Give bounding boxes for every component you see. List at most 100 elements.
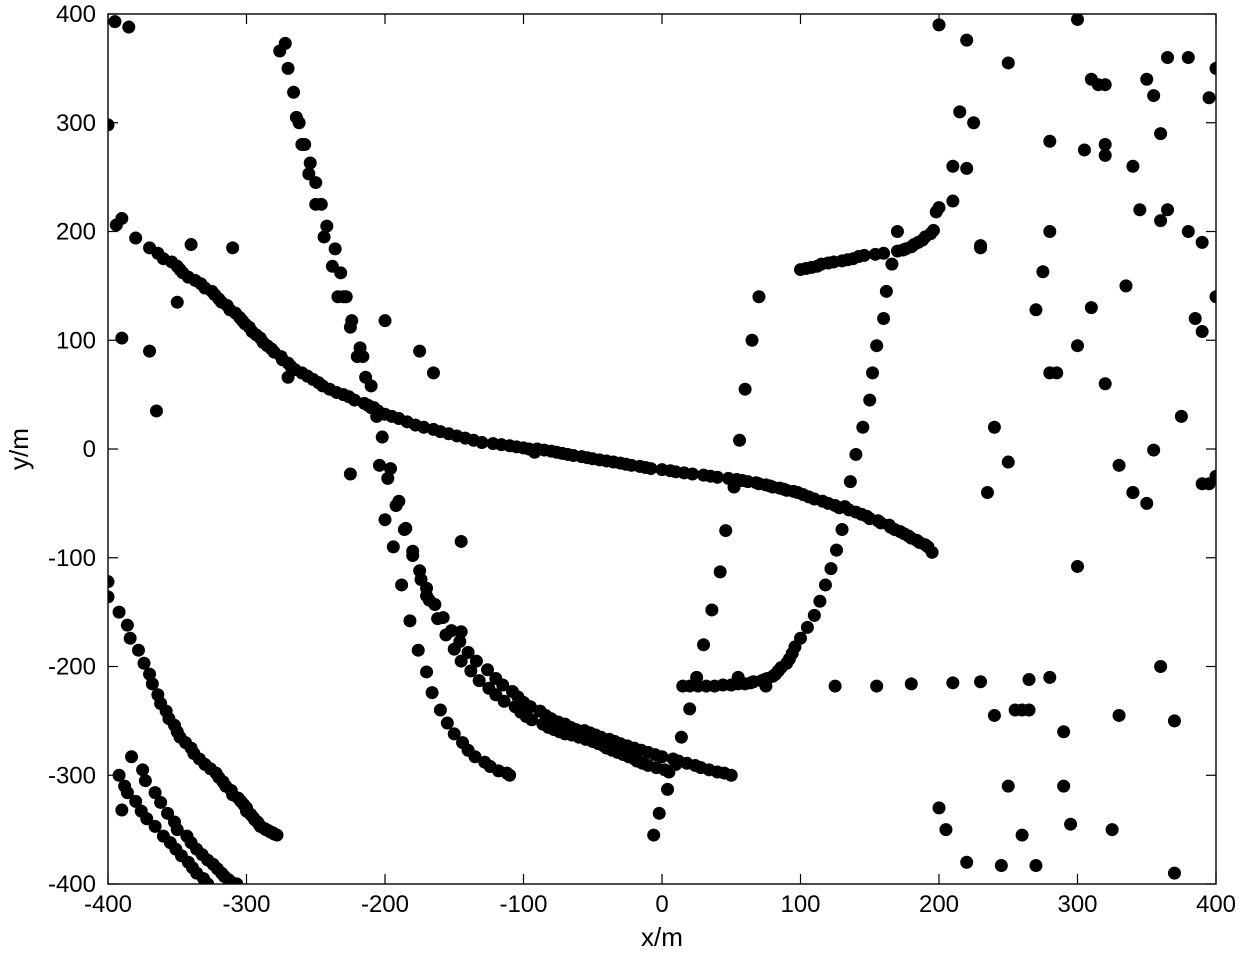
data-point bbox=[661, 783, 674, 796]
data-point bbox=[1085, 301, 1098, 314]
data-point bbox=[926, 546, 939, 559]
data-point bbox=[974, 239, 987, 252]
data-point bbox=[150, 404, 163, 417]
data-point bbox=[1016, 829, 1029, 842]
data-point bbox=[939, 823, 952, 836]
data-point bbox=[946, 195, 959, 208]
data-point bbox=[1154, 127, 1167, 140]
data-point bbox=[376, 431, 389, 444]
data-point bbox=[329, 242, 342, 255]
data-point bbox=[1002, 456, 1015, 469]
data-point bbox=[877, 247, 890, 260]
data-point bbox=[683, 702, 696, 715]
data-point bbox=[1071, 560, 1084, 573]
data-point bbox=[1196, 236, 1209, 249]
data-point bbox=[1126, 160, 1139, 173]
xtick-label: -200 bbox=[361, 891, 409, 918]
data-point bbox=[844, 475, 857, 488]
data-point bbox=[373, 459, 386, 472]
data-point bbox=[1099, 78, 1112, 91]
data-point bbox=[226, 241, 239, 254]
data-point bbox=[836, 523, 849, 536]
data-point bbox=[746, 334, 759, 347]
data-point bbox=[1182, 51, 1195, 64]
data-point bbox=[1043, 135, 1056, 148]
data-point bbox=[880, 285, 893, 298]
data-point bbox=[132, 644, 145, 657]
data-point bbox=[858, 249, 871, 262]
data-point bbox=[340, 290, 353, 303]
xtick-label: -100 bbox=[499, 891, 547, 918]
chart-svg: -400-300-200-1000100200300400-400-300-20… bbox=[0, 0, 1240, 955]
data-point bbox=[732, 671, 745, 684]
data-point bbox=[960, 34, 973, 47]
xtick-label: 400 bbox=[1196, 891, 1236, 918]
data-point bbox=[1119, 279, 1132, 292]
data-point bbox=[318, 230, 331, 243]
data-point bbox=[711, 471, 724, 484]
ytick-label: -300 bbox=[48, 762, 96, 789]
data-point bbox=[801, 621, 814, 634]
data-point bbox=[1064, 818, 1077, 831]
data-point bbox=[733, 434, 746, 447]
data-point bbox=[365, 379, 378, 392]
data-point bbox=[1057, 725, 1070, 738]
data-point bbox=[739, 383, 752, 396]
data-point bbox=[946, 676, 959, 689]
ytick-label: 400 bbox=[56, 1, 96, 28]
data-point bbox=[863, 394, 876, 407]
data-point bbox=[1023, 704, 1036, 717]
data-point bbox=[315, 198, 328, 211]
data-point bbox=[933, 201, 946, 214]
data-point bbox=[115, 212, 128, 225]
data-point bbox=[270, 829, 283, 842]
data-point bbox=[1154, 214, 1167, 227]
data-point bbox=[830, 544, 843, 557]
data-point bbox=[1147, 444, 1160, 457]
ytick-label: 0 bbox=[83, 436, 96, 463]
data-point bbox=[933, 801, 946, 814]
data-point bbox=[136, 763, 149, 776]
data-point bbox=[115, 804, 128, 817]
data-point bbox=[988, 709, 1001, 722]
data-point bbox=[304, 156, 317, 169]
data-point bbox=[1050, 366, 1063, 379]
data-point bbox=[885, 258, 898, 271]
data-point bbox=[1029, 859, 1042, 872]
data-point bbox=[877, 312, 890, 325]
data-point bbox=[1196, 325, 1209, 338]
data-point bbox=[705, 603, 718, 616]
data-point bbox=[725, 769, 738, 782]
data-point bbox=[412, 644, 425, 657]
data-point bbox=[470, 655, 483, 668]
data-point bbox=[344, 468, 357, 481]
data-point bbox=[995, 859, 1008, 872]
data-point bbox=[974, 675, 987, 688]
data-point bbox=[647, 829, 660, 842]
data-point bbox=[1043, 671, 1056, 684]
data-point bbox=[1126, 486, 1139, 499]
data-point bbox=[686, 468, 699, 481]
data-point bbox=[1147, 89, 1160, 102]
data-point bbox=[891, 225, 904, 238]
data-point bbox=[1002, 780, 1015, 793]
data-point bbox=[437, 611, 450, 624]
data-point bbox=[434, 704, 447, 717]
data-point bbox=[829, 680, 842, 693]
data-point bbox=[794, 632, 807, 645]
data-point bbox=[356, 350, 369, 363]
data-point bbox=[392, 495, 405, 508]
data-point bbox=[403, 614, 416, 627]
data-point bbox=[475, 436, 488, 449]
data-point bbox=[960, 856, 973, 869]
data-point bbox=[1002, 56, 1015, 69]
data-point bbox=[279, 37, 292, 50]
data-point bbox=[387, 540, 400, 553]
data-point bbox=[967, 116, 980, 129]
data-point bbox=[1182, 225, 1195, 238]
data-point bbox=[309, 176, 322, 189]
data-point bbox=[121, 619, 134, 632]
data-point bbox=[1071, 13, 1084, 26]
data-point bbox=[960, 162, 973, 175]
data-point bbox=[1036, 265, 1049, 278]
